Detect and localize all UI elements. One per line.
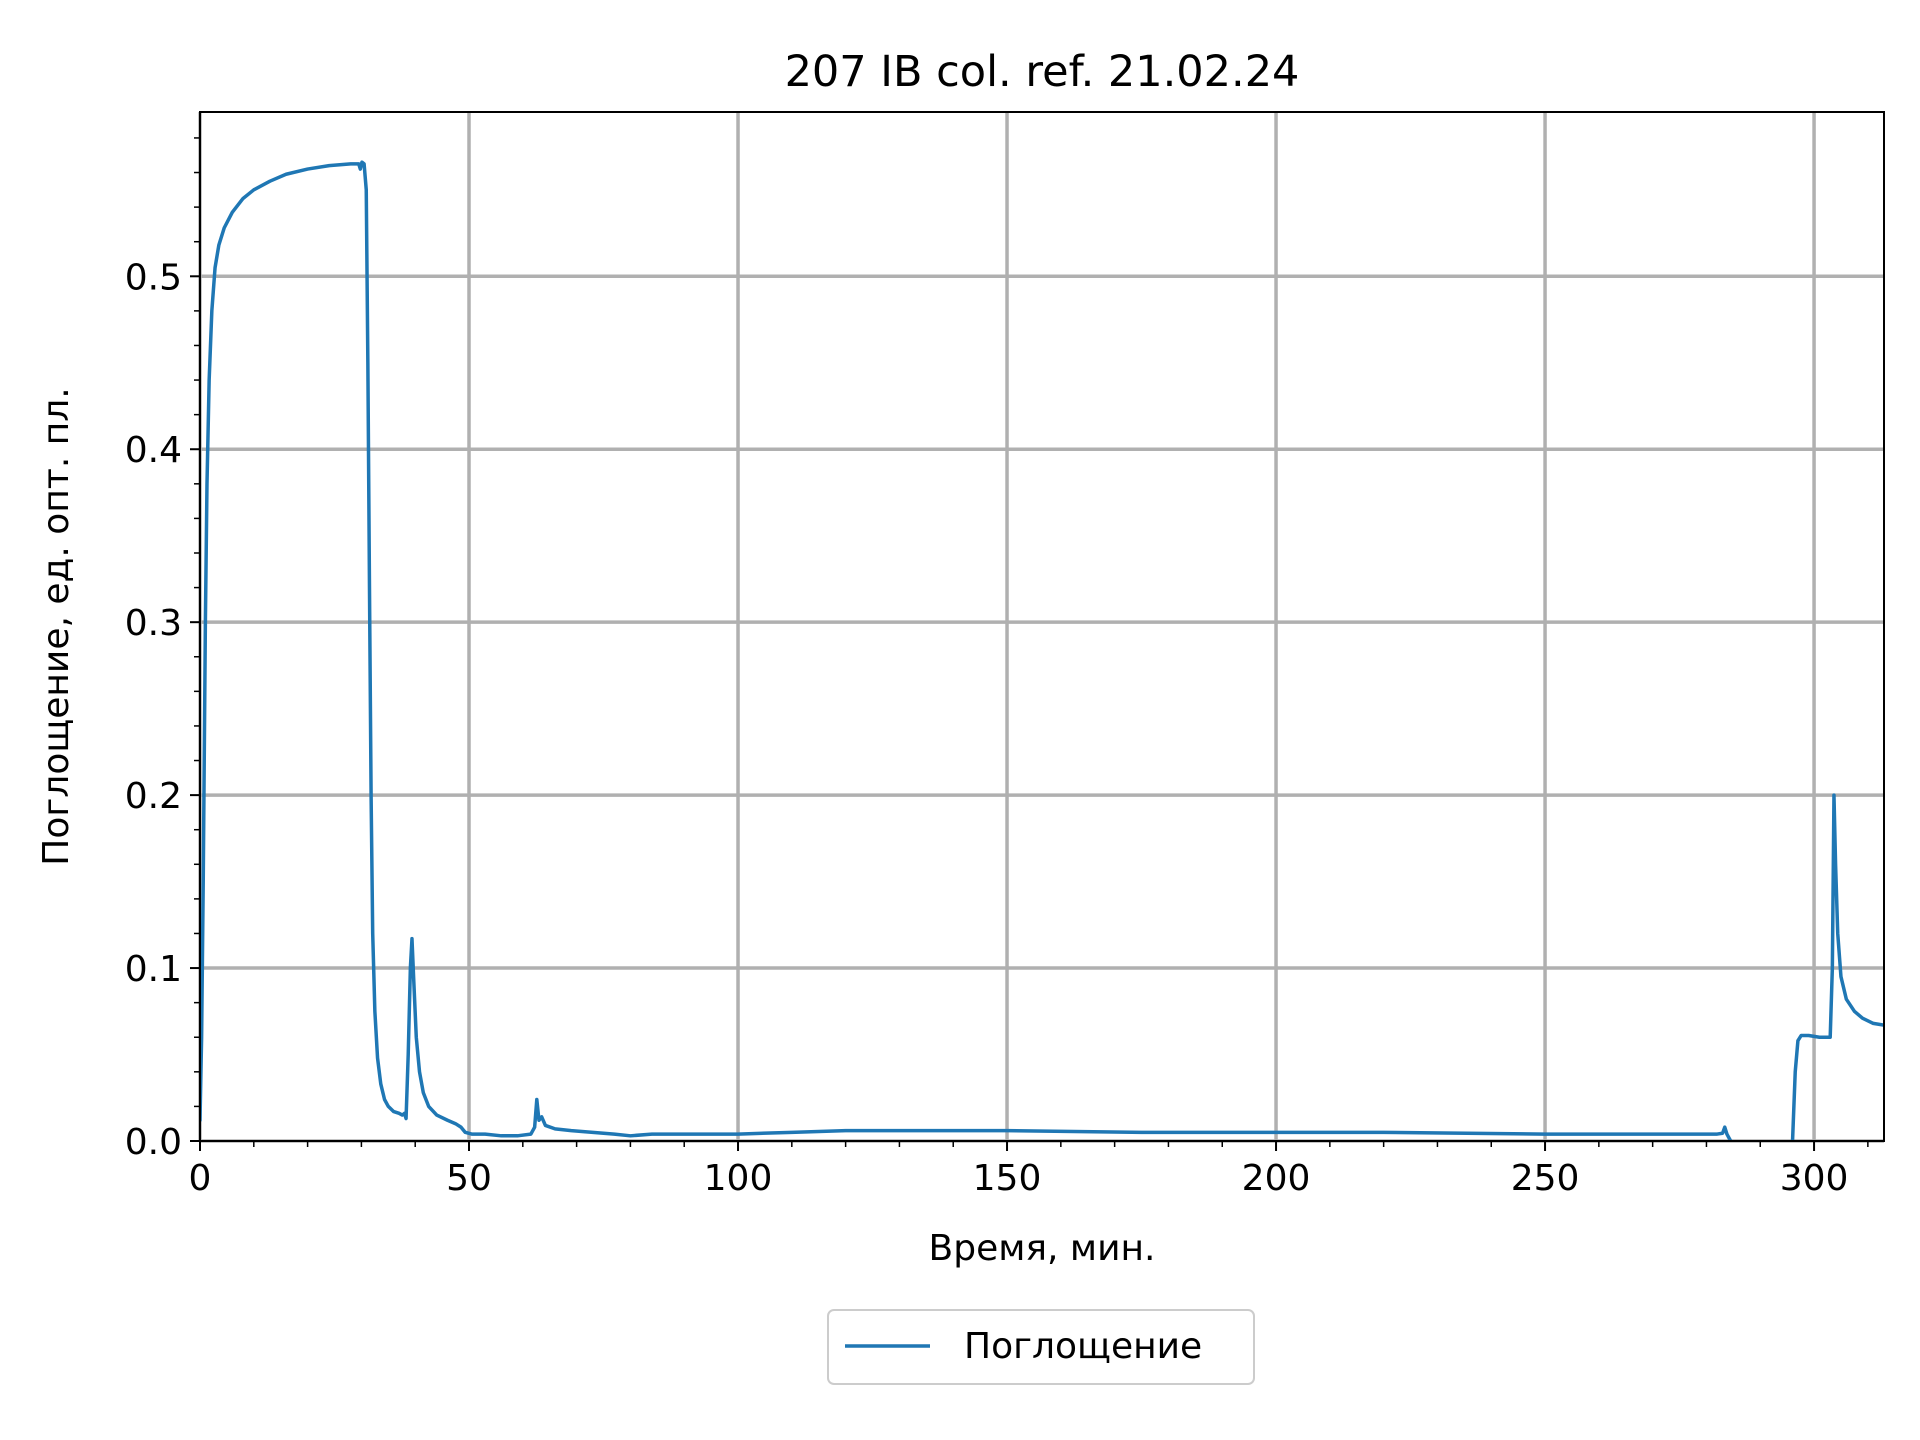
- y-tick-label: 0.1: [125, 949, 182, 990]
- series-line-absorption: [1790, 793, 1884, 1141]
- x-tick-label: 150: [973, 1158, 1042, 1199]
- x-tick-label: 0: [189, 1158, 212, 1199]
- series-line-absorption: [200, 160, 1733, 1141]
- x-tick-label: 100: [704, 1158, 773, 1199]
- x-tick-label: 200: [1242, 1158, 1311, 1199]
- y-tick-label: 0.5: [125, 257, 182, 298]
- x-tick-label: 300: [1780, 1158, 1849, 1199]
- y-tick-label: 0.4: [125, 430, 182, 471]
- ticks: 0 50 100 150 200 250 300 0.0 0.1 0.2 0.3 0.4 0.5: [125, 137, 1869, 1199]
- grid: [198, 112, 1884, 1143]
- legend-label: Поглощение: [964, 1326, 1202, 1367]
- plot-frame: [199, 111, 1885, 1142]
- series-layer: [200, 160, 1884, 1141]
- legend: Поглощение: [827, 1309, 1255, 1385]
- x-tick-label: 50: [446, 1158, 492, 1199]
- legend-box: [827, 1309, 1255, 1385]
- x-axis-title: Время, мин.: [929, 1228, 1156, 1269]
- x-tick-label: 250: [1511, 1158, 1580, 1199]
- y-tick-label: 0.2: [125, 776, 182, 817]
- y-tick-label: 0.3: [125, 603, 182, 644]
- y-axis-title: Поглощение, ед. опт. пл.: [36, 387, 77, 865]
- y-tick-label: 0.0: [125, 1122, 182, 1163]
- chart-title: 207 IB col. ref. 21.02.24: [785, 47, 1300, 97]
